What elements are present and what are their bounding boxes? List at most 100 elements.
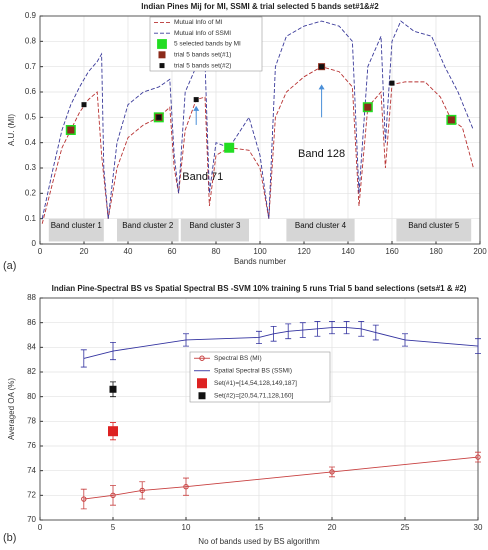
y-tick-label: 80: [27, 392, 36, 401]
cluster-box: [48, 218, 104, 242]
annotation: Band 71: [182, 171, 223, 183]
chart-title: Indian Pines Mij for MI, SSMI & trial se…: [141, 2, 379, 11]
marker: [447, 116, 455, 124]
series-line: [41, 66, 474, 224]
cluster-label: Band cluster 1: [50, 220, 102, 230]
y-tick-label: 0.3: [25, 163, 37, 172]
legend-label: Spectral BS (MI): [214, 355, 262, 362]
cluster-label: Band cluster 3: [189, 220, 241, 230]
legend-swatch: [197, 378, 207, 389]
arrow-head: [193, 105, 200, 111]
x-tick-label: 20: [328, 523, 337, 532]
cluster-label-box: Band cluster 4: [294, 220, 347, 230]
cluster-box: [396, 218, 472, 242]
error-bar: [475, 451, 481, 463]
error-bar: [372, 324, 379, 341]
chart-title: Indian Pine-Spectral BS vs Spatial Spect…: [52, 284, 467, 293]
annotation: Band 128: [298, 148, 345, 160]
y-axis-label: A.U. (MI): [7, 114, 16, 146]
cluster-box: [286, 218, 355, 242]
x-tick-label: 30: [474, 523, 483, 532]
arrow-head: [318, 84, 325, 90]
error-bar: [139, 481, 146, 500]
error-bar: [80, 488, 87, 510]
legend-label: Set(#2)=[20,54,71,128,160]: [214, 392, 294, 399]
cluster-label-box: Band cluster 2: [122, 220, 174, 230]
y-tick-label: 86: [27, 318, 36, 327]
y-tick-label: 88: [27, 293, 36, 302]
y-tick-label: 0.6: [25, 87, 37, 96]
error-bar: [299, 322, 306, 338]
error-bar: [285, 323, 292, 340]
x-tick-label: 100: [253, 247, 267, 256]
marker: [183, 484, 189, 490]
x-tick-label: 160: [385, 247, 399, 256]
legend-swatch-marker: [199, 355, 205, 361]
error-bar: [110, 342, 116, 361]
marker: [67, 126, 75, 134]
series-line: [83, 327, 479, 359]
x-tick-label: 25: [401, 523, 410, 532]
y-tick-label: 78: [27, 416, 36, 425]
marker: [319, 64, 325, 70]
y-tick-label: 0: [32, 239, 37, 248]
legend-label: Spatial Spectral BS (SSMI): [214, 367, 292, 374]
error-bar: [329, 321, 335, 335]
y-tick-label: 0.4: [25, 138, 37, 147]
error-bar: [270, 325, 277, 342]
marker: [389, 80, 395, 86]
panel-label: (b): [3, 532, 16, 544]
x-tick-label: 140: [341, 247, 355, 256]
marker: [224, 142, 235, 153]
x-tick-label: 80: [212, 247, 221, 256]
y-tick-label: 82: [27, 367, 36, 376]
x-tick-label: 0: [38, 247, 43, 256]
error-bar: [358, 321, 365, 337]
y-tick-label: 0.9: [25, 11, 37, 20]
marker: [156, 114, 162, 120]
x-tick-label: 10: [182, 523, 191, 532]
axes-box: [39, 15, 481, 245]
y-tick-label: 0.8: [25, 36, 37, 45]
error-bar: [110, 485, 116, 506]
legend-box: [189, 351, 331, 403]
x-tick-label: 20: [80, 247, 89, 256]
axes-box: [39, 297, 479, 521]
legend-swatch: [159, 63, 165, 69]
y-tick-label: 74: [27, 466, 36, 475]
error-bar: [475, 338, 481, 354]
y-tick-label: 76: [27, 441, 36, 450]
error-bar: [402, 333, 408, 347]
series-line: [41, 20, 474, 219]
marker: [193, 97, 199, 103]
error-bar: [329, 466, 335, 478]
x-tick-label: 200: [473, 247, 487, 256]
legend-swatch: [158, 51, 166, 59]
y-tick-label: 0.7: [25, 62, 37, 71]
error-bar: [183, 333, 189, 347]
error-bar: [314, 321, 321, 337]
marker: [364, 103, 372, 111]
legend-label: trial 5 bands set(#1): [174, 52, 231, 59]
x-tick-label: 15: [255, 523, 264, 532]
x-tick-label: 180: [429, 247, 443, 256]
marker: [81, 102, 87, 108]
marker: [110, 492, 116, 499]
x-tick-label: 60: [168, 247, 177, 256]
marker: [108, 426, 118, 437]
y-tick-label: 0.2: [25, 188, 37, 197]
marker: [329, 469, 335, 475]
error-bar: [183, 477, 189, 496]
error-bar: [343, 321, 350, 335]
legend-label: trial 5 bands set(#2): [174, 62, 231, 69]
cluster-label-box: Band cluster 5: [408, 221, 459, 230]
legend-label: Mutual Info of MI: [174, 19, 223, 26]
x-axis-label: No of bands used by BS algorithm: [198, 537, 320, 546]
cluster-box: [180, 218, 249, 242]
y-tick-label: 0.1: [25, 214, 37, 223]
panel-label: (a): [3, 260, 16, 272]
cluster-label: Band cluster 2: [122, 220, 174, 230]
cluster-label: Band cluster 4: [294, 220, 347, 230]
marker: [475, 454, 481, 460]
